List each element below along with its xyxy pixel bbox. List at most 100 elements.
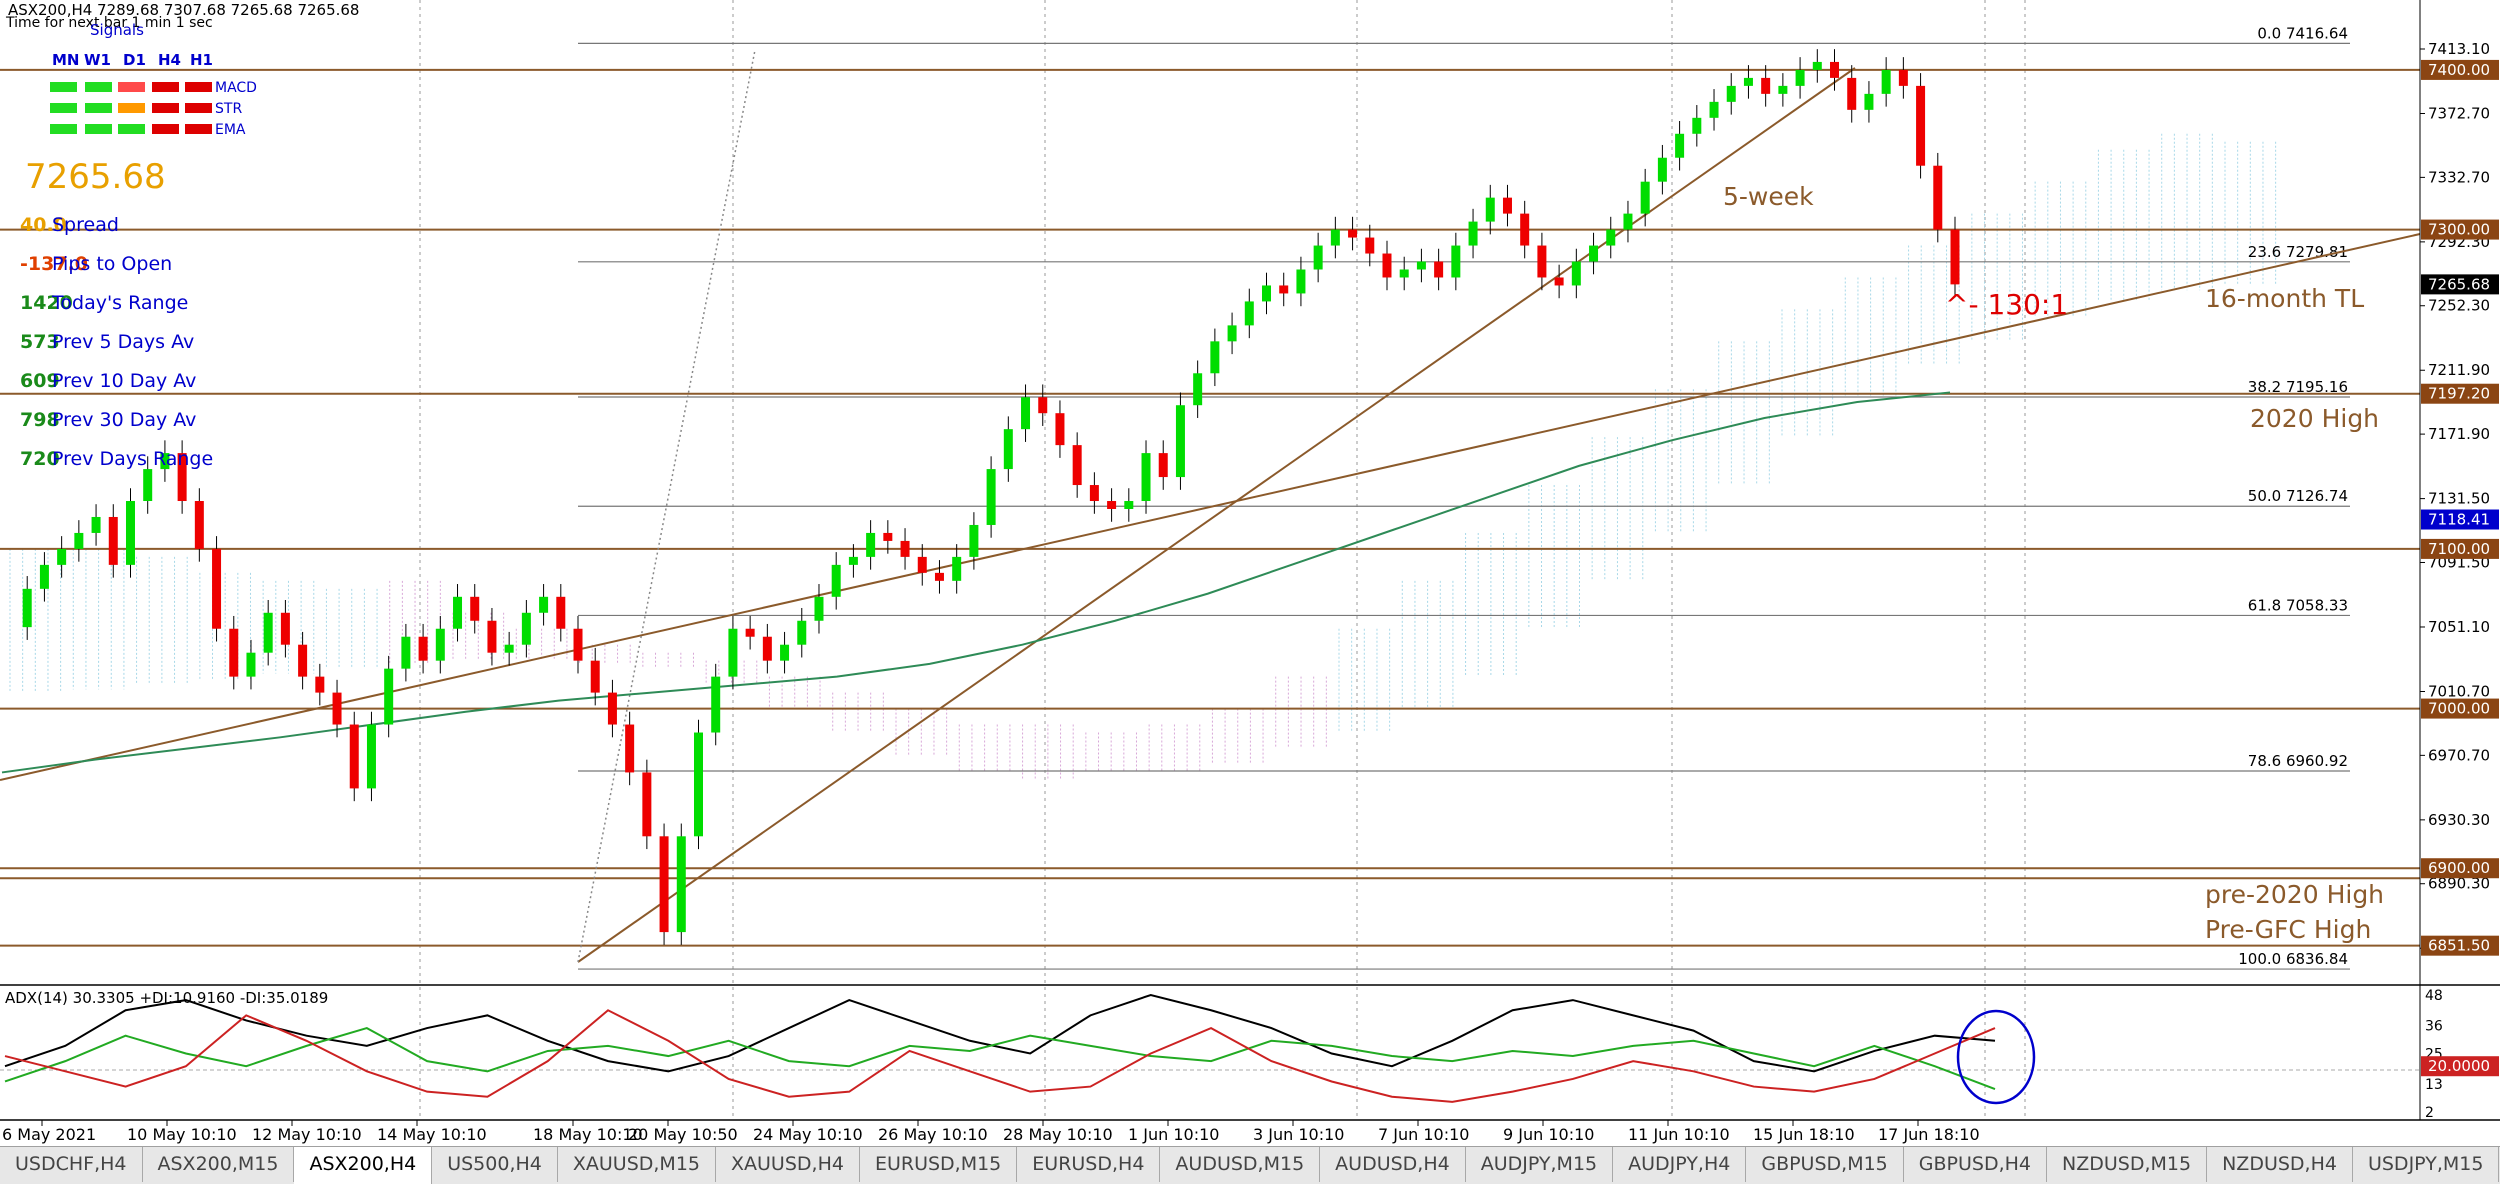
symbol-tab[interactable]: ASX200,H4	[294, 1147, 433, 1184]
candle-body	[349, 724, 359, 789]
symbol-tab[interactable]: USDCHF,H4	[0, 1147, 143, 1182]
candle-body	[1296, 269, 1306, 294]
candle-body	[1554, 277, 1564, 286]
symbol-tab-bar: USDCHF,H4 ASX200,M15 ASX200,H4 US500,H4 XAUU…	[0, 1146, 2500, 1184]
symbol-tab[interactable]: ASX200,M15	[143, 1147, 295, 1182]
moving-average-line	[1, 391, 1951, 774]
adx-indicator-panel[interactable]: ADX(14) 30.3305 +DI:10.9160 -DI:35.0189 …	[0, 985, 2499, 1121]
signal-timeframe: W1	[84, 51, 111, 69]
candle-body	[573, 628, 583, 661]
symbol-tab[interactable]: AUDJPY,M15	[1466, 1147, 1614, 1182]
symbol-tab[interactable]: GBPUSD,M15	[1746, 1147, 1904, 1182]
adx-scale-tick: 13	[2425, 1077, 2443, 1093]
chart-annotations: 5-week 16-month TL 2020 High pre-2020 Hi…	[1723, 182, 2384, 944]
price-tag	[2421, 538, 2499, 559]
symbol-tab[interactable]: EURUSD,M15	[860, 1147, 1018, 1182]
candle-body	[590, 660, 600, 693]
candle-body	[39, 564, 49, 589]
time-tick: 17 Jun 18:10	[1878, 1125, 1980, 1144]
signal-timeframe: H1	[190, 51, 213, 69]
candle-body	[1089, 485, 1099, 502]
time-tick: 14 May 10:10	[377, 1125, 487, 1144]
annotation-16-month-tl: 16-month TL	[2205, 284, 2364, 313]
signal-dot	[185, 82, 212, 92]
stat-label: Prev 10 Day Av	[52, 370, 196, 392]
price-tick: 7372.70	[2428, 105, 2490, 123]
plus-di-line	[4, 1026, 1996, 1091]
price-axis[interactable]: 7413.107372.707332.707292.307252.307211.…	[2419, 0, 2499, 985]
signal-timeframe: H4	[158, 51, 181, 69]
candle-body	[108, 516, 118, 565]
candle-body	[57, 548, 67, 565]
time-tick: 24 May 10:10	[753, 1125, 863, 1144]
stat-value: 609	[20, 370, 60, 392]
signal-dot	[118, 124, 145, 134]
symbol-tab[interactable]: USDJPY,M15	[2353, 1147, 2500, 1182]
fib-label: 78.6 6960.92	[2248, 752, 2348, 770]
price-tag	[2421, 509, 2499, 530]
time-axis[interactable]: 6 May 2021 10 May 10:10 12 May 10:10 14 May…	[2, 1120, 1980, 1144]
price-tick: 7010.70	[2428, 682, 2490, 700]
trendlines[interactable]	[0, 49, 2421, 963]
symbol-tab[interactable]: AUDUSD,M15	[1160, 1147, 1321, 1182]
candle-body	[229, 628, 239, 677]
candle-body	[1330, 229, 1340, 246]
symbol-tab[interactable]: NZDUSD,H4	[2207, 1147, 2353, 1182]
candle-body	[1657, 157, 1667, 182]
highlight-circle	[1956, 1009, 2036, 1105]
candle-body	[1072, 445, 1082, 486]
candle-body	[780, 644, 790, 661]
candle-body	[418, 636, 428, 661]
stat-value: 720	[20, 448, 60, 470]
candle-body	[246, 652, 256, 677]
symbol-tab[interactable]: NZDUSD,M15	[2047, 1147, 2208, 1182]
price-chart[interactable]: 0.0 7416.64 23.6 7279.81 38.2 7195.16 50.0 …	[0, 0, 2500, 1145]
symbol-tab[interactable]: XAUUSD,M15	[558, 1147, 717, 1182]
candle-body	[1365, 237, 1375, 254]
signal-dot	[85, 124, 112, 134]
candle-body	[1640, 181, 1650, 214]
annotation-2020-high: 2020 High	[2250, 404, 2379, 433]
candle-body	[986, 469, 996, 525]
time-tick: 6 May 2021	[2, 1125, 96, 1144]
symbol-ohlc: ASX200,H4 7289.68 7307.68 7265.68 7265.6…	[8, 1, 359, 19]
signal-row-label: EMA	[215, 122, 246, 138]
time-tick: 3 Jun 10:10	[1253, 1125, 1344, 1144]
candle-body	[1485, 197, 1495, 222]
adx-level-tag-label: 20.0000	[2428, 1057, 2490, 1075]
symbol-tab[interactable]: XAUUSD,H4	[716, 1147, 860, 1182]
candle-body	[676, 836, 686, 933]
candlesticks	[22, 49, 1960, 945]
fibonacci-retracement[interactable]: 0.0 7416.64 23.6 7279.81 38.2 7195.16 50.0 …	[578, 24, 2350, 970]
price-tag-label: 7265.68	[2428, 275, 2490, 293]
chart-grid	[419, 0, 2026, 1120]
candle-body	[745, 628, 755, 637]
symbol-tab[interactable]: GBPUSD,H4	[1904, 1147, 2048, 1182]
price-tick: 6890.30	[2428, 875, 2490, 893]
symbol-tab[interactable]: US500,H4	[432, 1147, 558, 1182]
price-tick: 7051.10	[2428, 618, 2490, 636]
price-tick: 7252.30	[2428, 297, 2490, 315]
price-tag	[2421, 698, 2499, 719]
candle-body	[1933, 165, 1943, 230]
price-tick: 7171.90	[2428, 425, 2490, 443]
candle-body	[1055, 413, 1065, 446]
signal-dot	[118, 82, 145, 92]
candle-body	[1916, 85, 1926, 166]
candle-body	[1175, 405, 1185, 478]
candle-body	[384, 668, 394, 725]
symbol-tab[interactable]: AUDJPY,H4	[1613, 1147, 1747, 1182]
signal-dot	[152, 82, 179, 92]
candle-body	[797, 620, 807, 645]
candle-body	[814, 596, 824, 621]
symbol-tab[interactable]: EURUSD,H4	[1017, 1147, 1161, 1182]
candle-body	[1778, 85, 1788, 94]
candle-body	[556, 596, 566, 629]
horizontal-levels[interactable]	[0, 68, 2420, 947]
candle-body	[435, 628, 445, 661]
symbol-tab[interactable]: AUDUSD,H4	[1320, 1147, 1466, 1182]
candle-body	[74, 532, 84, 549]
candle-body	[521, 612, 531, 645]
